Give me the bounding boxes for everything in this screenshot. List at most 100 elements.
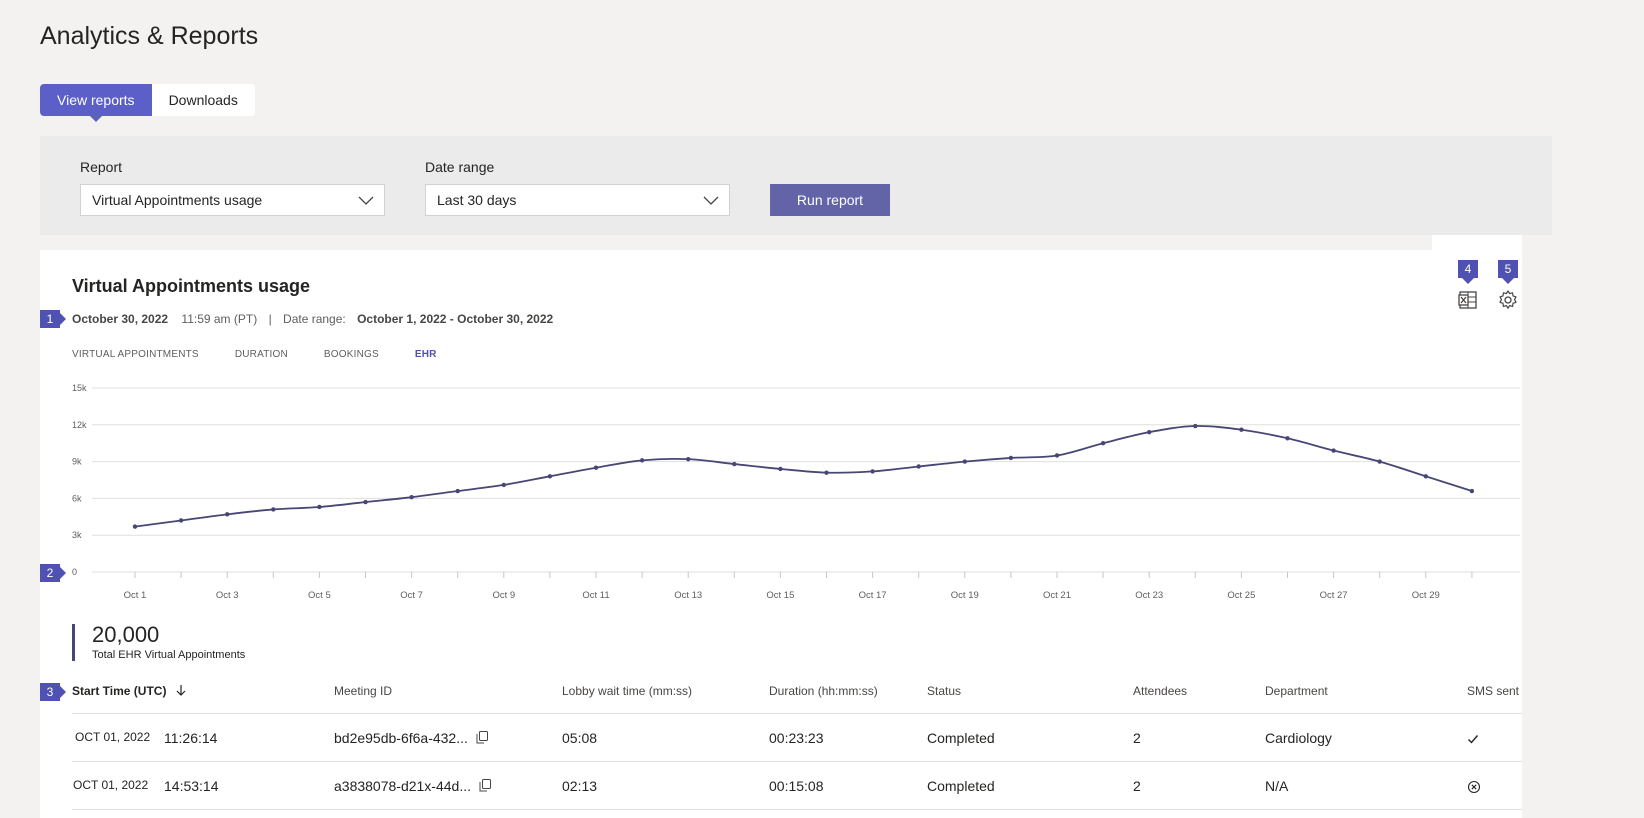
y-tick-label: 12k [72, 420, 87, 430]
column-header-status[interactable]: Status [927, 684, 962, 698]
callout-marker-3: 3 [40, 683, 66, 701]
data-point [225, 512, 230, 517]
report-card [40, 250, 1522, 818]
chart-tab-virtual-appointments[interactable]: VIRTUAL APPOINTMENTS [72, 349, 199, 360]
x-tick-label: Oct 21 [1043, 590, 1071, 601]
chart-tab-duration[interactable]: DURATION [234, 349, 288, 360]
data-point [132, 524, 138, 529]
data-point [732, 461, 737, 467]
excel-export-icon[interactable] [1457, 289, 1479, 311]
row-time: 14:53:14 [164, 778, 219, 794]
x-tick-label: Oct 1 [124, 590, 147, 601]
report-time: 11:59 am (PT) [181, 312, 258, 326]
row-lobby-wait: 05:08 [562, 730, 598, 746]
meta-separator: | [268, 312, 272, 326]
data-point [870, 469, 875, 474]
chevron-down-icon [703, 196, 719, 205]
data-point [547, 474, 553, 479]
report-dropdown-value: Virtual Appointments usage [92, 192, 263, 208]
series-line [134, 425, 1473, 528]
x-tick-label: Oct 11 [582, 590, 609, 601]
data-point [363, 499, 368, 505]
data-point [824, 470, 829, 475]
row-duration: 00:23:23 [769, 730, 824, 746]
meeting-id-text: a3838078-d21x-44d... [334, 778, 471, 794]
chart-tab-ehr[interactable]: EHR [414, 349, 437, 360]
row-divider [72, 713, 1522, 714]
data-point [1054, 453, 1060, 458]
row-status: Completed [927, 730, 995, 746]
row-lobby-wait: 02:13 [562, 778, 598, 794]
data-point [455, 488, 460, 494]
row-divider [72, 761, 1522, 762]
data-point [1100, 441, 1106, 446]
row-time: 11:26:14 [164, 730, 218, 746]
column-header-meeting-id[interactable]: Meeting ID [334, 684, 393, 698]
x-tick-label: Oct 27 [1320, 590, 1348, 601]
data-point [1469, 488, 1475, 494]
row-department: Cardiology [1265, 730, 1332, 746]
column-header-duration[interactable]: Duration (hh:mm:ss) [769, 684, 878, 698]
meeting-id-text: bd2e95db-6f6a-432... [334, 730, 468, 746]
callout-marker-5: 5 [1498, 260, 1518, 284]
row-meeting-id: bd2e95db-6f6a-432... [334, 730, 488, 746]
callout-marker-1: 1 [40, 310, 66, 328]
x-tick-label: Oct 25 [1227, 590, 1255, 601]
x-tick-label: Oct 5 [308, 590, 331, 601]
tab-downloads[interactable]: Downloads [151, 84, 255, 116]
date-range-value: October 1, 2022 - October 30, 2022 [357, 312, 554, 326]
x-tick-label: Oct 23 [1135, 590, 1163, 601]
data-point [501, 482, 506, 488]
report-label: Report [80, 159, 123, 175]
copy-icon[interactable] [476, 731, 488, 744]
data-point [1147, 429, 1152, 435]
report-date: October 30, 2022 [72, 312, 169, 326]
x-tick-label: Oct 19 [951, 590, 979, 601]
column-header-sms-sent[interactable]: SMS sent [1467, 684, 1520, 698]
data-point [317, 504, 322, 510]
report-meta: October 30, 2022 11:59 am (PT) | Date ra… [72, 312, 553, 326]
data-point [1423, 474, 1429, 479]
chevron-down-icon [358, 196, 374, 205]
row-duration: 00:15:08 [769, 778, 824, 794]
x-tick-label: Oct 13 [674, 590, 702, 601]
data-point [686, 456, 691, 462]
row-divider [72, 809, 1522, 810]
y-tick-label: 3k [72, 530, 82, 540]
report-dropdown[interactable]: Virtual Appointments usage [80, 184, 385, 216]
total-label: Total EHR Virtual Appointments [92, 649, 246, 661]
column-header-start-time[interactable]: Start Time (UTC) [72, 684, 186, 698]
data-point [916, 464, 921, 469]
callout-marker-4: 4 [1458, 260, 1478, 284]
data-point [593, 465, 599, 470]
column-header-department[interactable]: Department [1265, 684, 1328, 698]
arrow-down-icon [176, 685, 186, 696]
run-report-button[interactable]: Run report [770, 184, 890, 216]
column-header-attendees[interactable]: Attendees [1133, 684, 1188, 698]
copy-icon[interactable] [479, 779, 491, 792]
line-chart: 0 3k 6k 9k 12k 15k Oct 1 Oct 3 Oct 5 Oct 7 Oct 9 Oc… [72, 383, 1520, 601]
callout-marker-2: 2 [40, 564, 66, 582]
y-tick-label: 6k [72, 493, 82, 503]
checkmark-icon [1468, 735, 1479, 744]
y-tick-label: 9k [72, 457, 82, 467]
x-tick-label: Oct 9 [492, 590, 515, 601]
row-department: N/A [1265, 778, 1289, 794]
tab-bar: View reports Downloads [40, 84, 255, 122]
row-date: OCT 01, 2022 [75, 730, 151, 744]
data-point [1331, 448, 1336, 453]
column-header-lobby-wait[interactable]: Lobby wait time (mm:ss) [562, 684, 693, 698]
total-value: 20,000 [92, 622, 160, 647]
row-attendees: 2 [1133, 778, 1141, 794]
row-meeting-id: a3838078-d21x-44d... [334, 778, 491, 794]
gear-icon[interactable] [1497, 289, 1519, 311]
circle-x-icon [1467, 780, 1481, 794]
page-title: Analytics & Reports [40, 22, 259, 50]
date-range-caption: Date range: [283, 312, 346, 326]
column-header-label: Start Time (UTC) [72, 684, 167, 698]
chart-tab-bookings[interactable]: BOOKINGS [323, 349, 379, 360]
y-tick-label: 15k [72, 383, 87, 393]
tab-view-reports[interactable]: View reports [40, 84, 152, 122]
total-summary: 20,000 Total EHR Virtual Appointments [72, 624, 245, 661]
date-range-dropdown[interactable]: Last 30 days [425, 184, 730, 216]
